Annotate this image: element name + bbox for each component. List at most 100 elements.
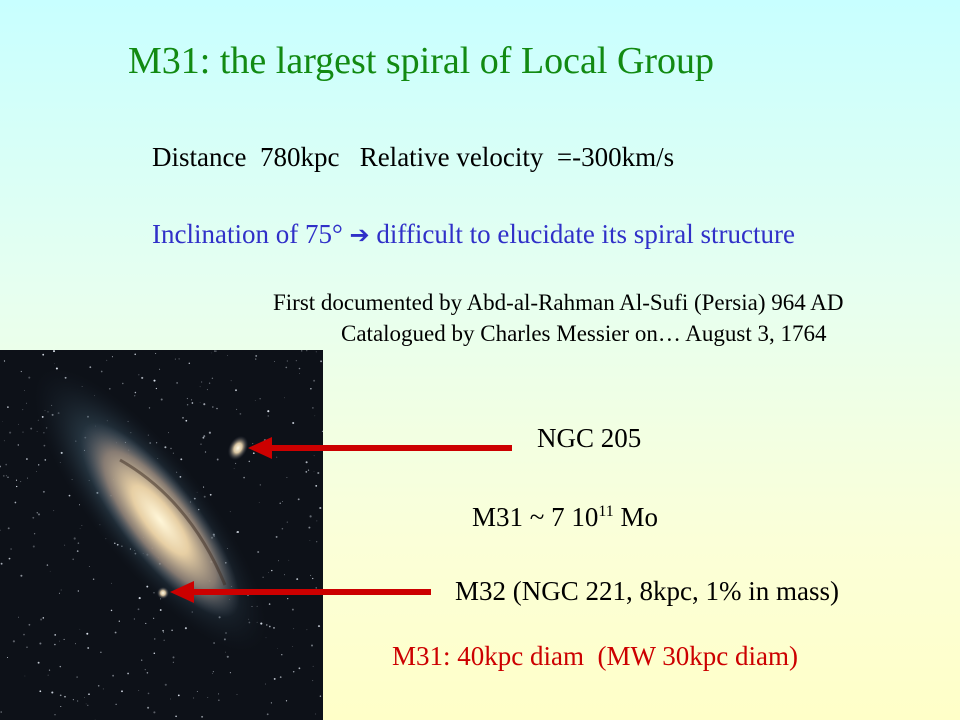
star [170,447,172,450]
star [14,501,17,504]
star [307,469,310,471]
star [199,386,201,388]
star [38,464,40,466]
star [76,676,78,678]
star [115,703,117,705]
star [159,609,162,611]
slide-title: M31: the largest spiral of Local Group [128,40,715,82]
star [202,436,205,439]
star [97,685,100,687]
star [230,380,232,382]
diameter-text: M31: 40kpc diam (MW 30kpc diam) [392,641,798,671]
star [121,690,123,693]
star [37,661,40,664]
first-documented-text: First documented by Abd-al-Rahman Al-Suf… [273,290,844,315]
star [88,693,90,696]
star [17,444,19,446]
star [312,680,314,682]
star [313,379,316,382]
star [92,578,95,580]
star [255,354,258,357]
star [188,362,191,365]
star [77,590,79,592]
star [312,665,314,667]
star [24,390,26,391]
star [175,715,177,718]
star [312,577,314,580]
star [134,395,136,397]
star [297,498,300,501]
star [162,629,164,632]
star [268,571,269,573]
star [201,715,204,718]
star [178,358,180,360]
star [298,590,300,593]
star [317,471,320,475]
star [291,608,294,611]
star [77,542,80,544]
star [177,694,180,697]
star [208,431,211,434]
star [58,640,60,642]
star [122,382,124,385]
star [20,481,22,483]
star [209,493,212,496]
star [286,477,288,478]
star [292,671,295,673]
star [144,668,146,671]
star [8,557,11,560]
star [53,350,55,353]
star [229,511,231,513]
right-arrow-icon: ➔ [349,221,370,249]
star [18,616,19,618]
star [319,695,322,697]
star [263,439,266,442]
star [252,452,255,455]
star [72,699,74,701]
star [191,399,193,401]
star [259,398,261,400]
star [218,699,220,701]
star [155,353,157,354]
star [7,476,9,479]
m32-label: M32 (NGC 221, 8kpc, 1% in mass) [455,576,839,606]
star [207,697,209,698]
star [49,570,51,572]
star [147,692,150,695]
star [24,675,26,677]
star [216,458,219,461]
star [36,512,39,514]
star [153,711,156,714]
star [32,516,35,519]
star [316,541,318,543]
star [12,640,15,643]
star [212,671,214,673]
star [314,415,316,417]
star [1,421,3,423]
star [306,629,308,631]
star [200,381,203,383]
star [54,714,56,716]
star [133,618,136,620]
star [64,544,66,546]
star [0,562,3,565]
star [54,643,56,646]
star [287,598,289,600]
star [44,459,47,461]
star [208,382,211,384]
star [315,713,317,715]
star [18,423,19,425]
star [271,569,273,572]
star [310,388,312,390]
star [159,368,161,370]
star [9,431,12,434]
star [236,531,238,533]
star [233,468,235,469]
star [153,379,156,382]
star [134,353,136,356]
star [25,458,28,460]
star [171,629,173,632]
star [236,694,238,696]
star [53,510,55,512]
star [25,402,27,404]
